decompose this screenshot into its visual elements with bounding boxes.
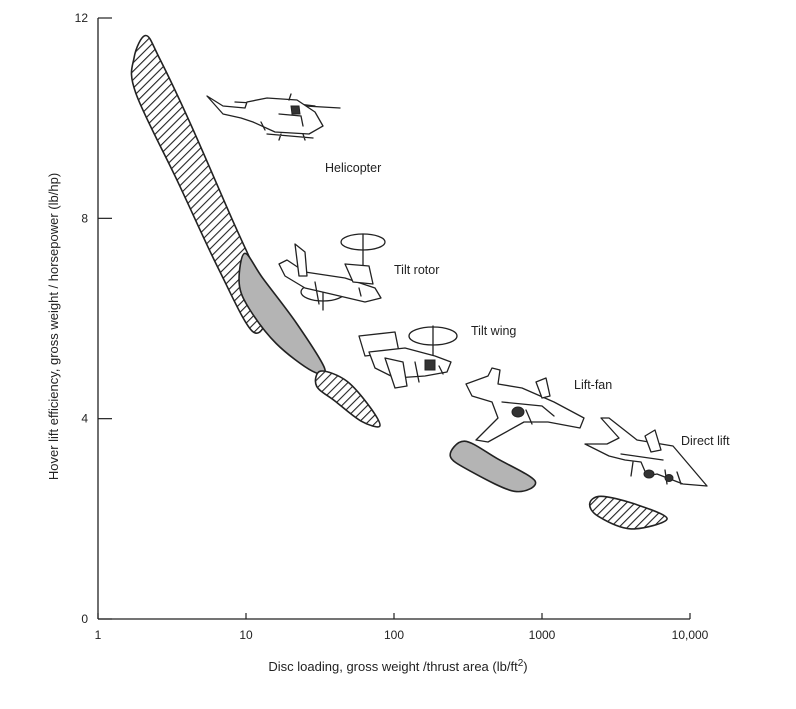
helicopter-icon: [206, 93, 341, 141]
direct-lift-label: Direct lift: [681, 434, 730, 448]
lift-fan-region: [449, 440, 537, 493]
x-ticks: 1 10 100 1000 10,000: [95, 613, 709, 642]
series-labels: Helicopter Tilt rotor Tilt wing Lift-fan Dir…: [325, 161, 730, 448]
lift-fan-label: Lift-fan: [574, 378, 612, 392]
y-tick-label: 0: [81, 612, 88, 626]
x-tick-label: 1: [95, 628, 102, 642]
helicopter-region: [130, 34, 270, 334]
tilt-rotor-region: [238, 252, 327, 376]
y-tick-label: 4: [81, 412, 88, 426]
y-tick-label: 12: [75, 11, 89, 25]
direct-lift-region: [588, 495, 668, 530]
x-axis-title-main: Disc loading, gross weight /thrust area …: [268, 659, 518, 674]
tilt-wing-icon: [358, 325, 458, 389]
x-tick-label: 100: [384, 628, 404, 642]
x-tick-label: 10,000: [672, 628, 709, 642]
tilt-wing-region: [314, 370, 381, 428]
y-ticks: 0 4 8 12: [75, 11, 112, 626]
x-axis-title-superscript: 2: [518, 658, 524, 669]
x-tick-label: 1000: [529, 628, 556, 642]
lift-fan-icon: [465, 367, 585, 443]
x-axis-title: Disc loading, gross weight /thrust area …: [268, 658, 527, 675]
y-tick-label: 8: [81, 211, 88, 225]
x-tick-label: 10: [239, 628, 253, 642]
direct-lift-icon: [584, 417, 708, 487]
y-axis-title: Hover lift efficiency, gross weight / ho…: [46, 173, 61, 480]
tilt-rotor-icon: [278, 233, 386, 311]
performance-regions: [130, 34, 668, 530]
x-axis-title-suffix: ): [523, 659, 527, 674]
helicopter-label: Helicopter: [325, 161, 381, 175]
tilt-wing-label: Tilt wing: [471, 324, 516, 338]
tilt-rotor-label: Tilt rotor: [394, 263, 439, 277]
